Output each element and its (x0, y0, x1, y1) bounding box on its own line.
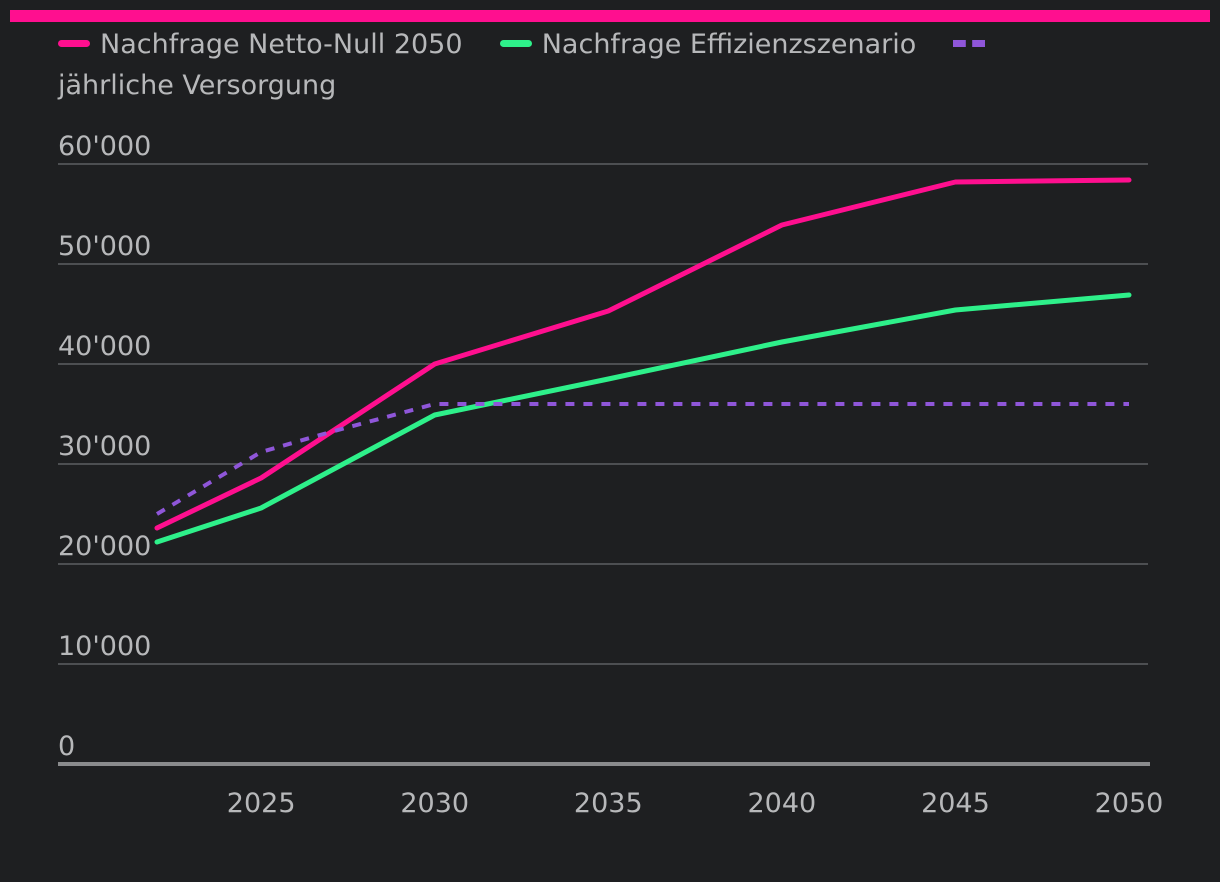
y-tick-label: 50'000 (58, 231, 151, 262)
y-axis-tick-labels: 0 10'000 20'000 30'000 40'000 50'000 60'000 (58, 131, 151, 762)
legend: Nachfrage Netto-Null 2050 Nachfrage Effi… (58, 24, 1098, 106)
x-axis-tick-labels: 2025 2030 2035 2040 2045 2050 (227, 788, 1164, 819)
legend-swatch-versorgung (953, 40, 986, 47)
y-tick-label: 0 (58, 731, 75, 762)
legend-swatch-netto-null (58, 40, 90, 47)
legend-swatch-effizienz (499, 40, 532, 47)
x-tick-label: 2030 (400, 788, 469, 819)
series-line-versorgung (155, 402, 1129, 516)
legend-label-netto-null: Nachfrage Netto-Null 2050 (100, 29, 463, 60)
legend-item-netto-null[interactable]: Nachfrage Netto-Null 2050 (58, 29, 471, 60)
y-tick-label: 10'000 (58, 631, 151, 662)
legend-label-effizienz: Nachfrage Effizienzszenario (541, 29, 917, 60)
top-accent-bar (10, 10, 1210, 22)
x-tick-label: 2035 (574, 788, 643, 819)
y-tick-label: 40'000 (58, 331, 151, 362)
legend-item-versorgung[interactable]: jährliche Versorgung (58, 29, 995, 101)
x-tick-label: 2040 (747, 788, 816, 819)
y-tick-label: 60'000 (58, 131, 151, 162)
x-tick-label: 2045 (921, 788, 990, 819)
data-series (154, 177, 1132, 545)
y-tick-label: 20'000 (58, 531, 151, 562)
x-tick-label: 2025 (227, 788, 296, 819)
legend-item-effizienz[interactable]: Nachfrage Effizienzszenario (491, 29, 925, 60)
x-tick-label: 2050 (1095, 788, 1164, 819)
grid-lines (58, 163, 1148, 665)
y-tick-label: 30'000 (58, 431, 151, 462)
legend-label-versorgung: jährliche Versorgung (58, 70, 337, 101)
series-line-effizienz (154, 292, 1132, 545)
series-line-netto-null (154, 177, 1132, 531)
